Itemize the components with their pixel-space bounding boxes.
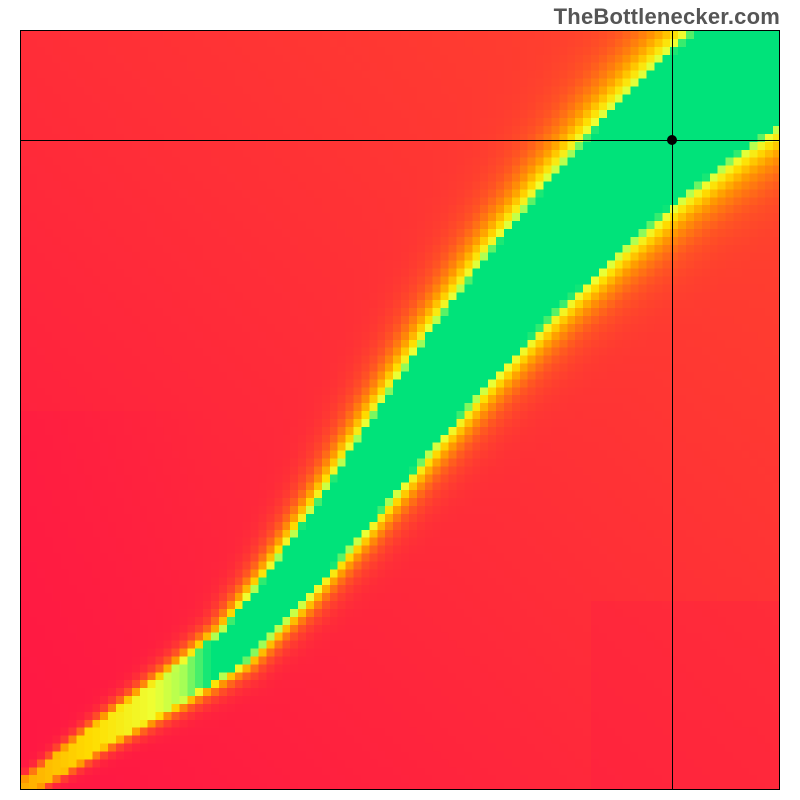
watermark-text: TheBottlenecker.com (554, 4, 780, 30)
crosshair-marker (667, 135, 677, 145)
crosshair-vertical (672, 31, 673, 789)
heatmap-canvas (21, 31, 780, 790)
crosshair-horizontal (21, 140, 779, 141)
plot-area (20, 30, 780, 790)
